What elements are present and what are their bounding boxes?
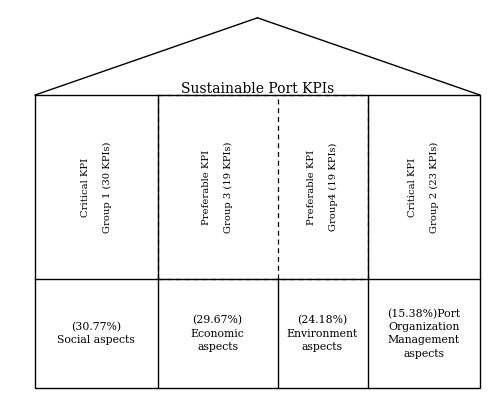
Text: (24.18%)
Environment
aspects: (24.18%) Environment aspects — [287, 315, 358, 352]
Text: Critical KPI: Critical KPI — [408, 158, 417, 217]
Text: Sustainable Port KPIs: Sustainable Port KPIs — [181, 82, 334, 96]
Text: Group 1 (30 KPIs): Group 1 (30 KPIs) — [102, 141, 112, 233]
Text: Critical KPI: Critical KPI — [81, 158, 90, 217]
Text: (29.67%)
Economic
aspects: (29.67%) Economic aspects — [190, 315, 244, 352]
Text: Group 2 (23 KPIs): Group 2 (23 KPIs) — [430, 141, 440, 233]
Text: Preferable KPI: Preferable KPI — [202, 150, 211, 225]
Text: Preferable KPI: Preferable KPI — [307, 150, 316, 225]
Text: Group 3 (19 KPIs): Group 3 (19 KPIs) — [224, 141, 233, 233]
Text: (30.77%)
Social aspects: (30.77%) Social aspects — [58, 322, 135, 345]
Text: Group4 (19 KPIs): Group4 (19 KPIs) — [329, 143, 338, 231]
Bar — [35, 95, 480, 388]
Text: (15.38%)Port
Organization
Management
aspects: (15.38%)Port Organization Management asp… — [387, 308, 460, 359]
